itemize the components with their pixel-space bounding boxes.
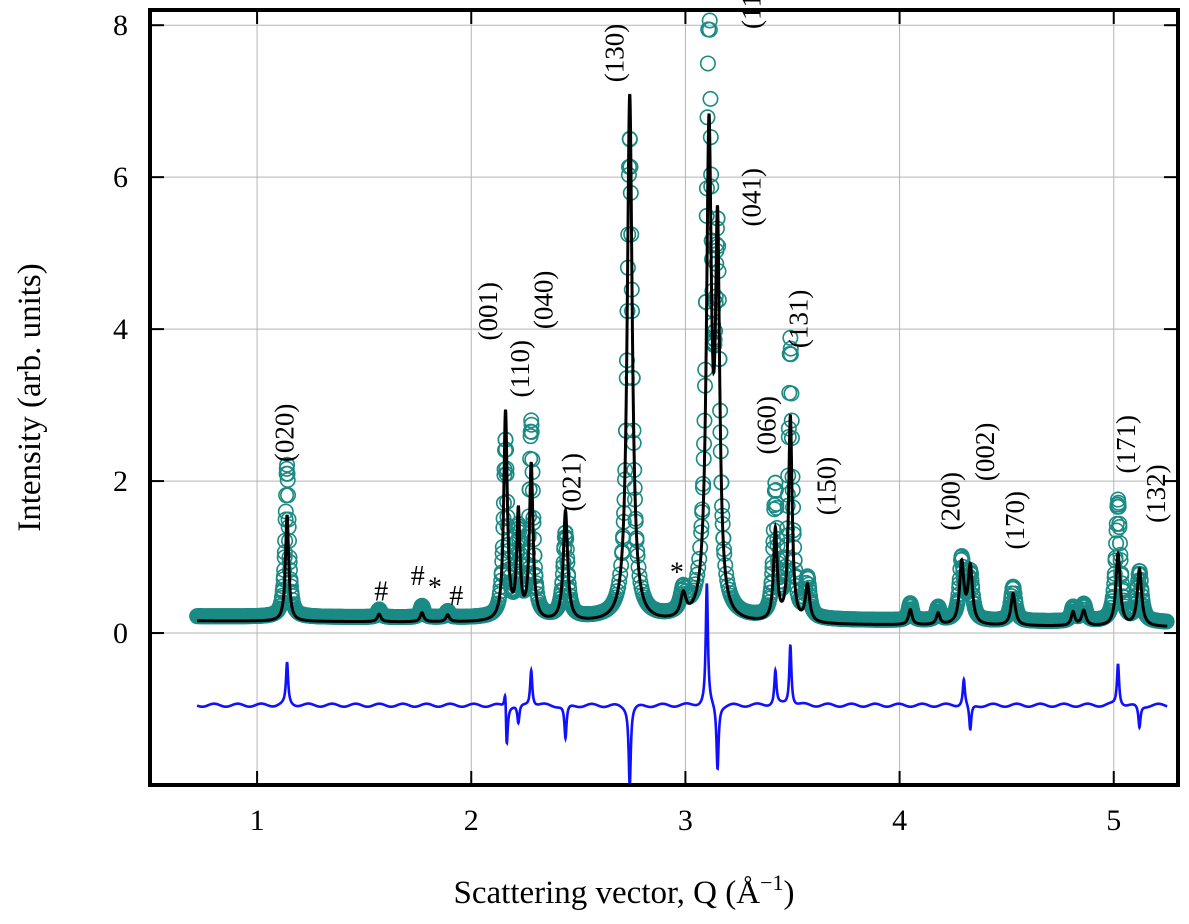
plot-area [189,12,1175,785]
x-axis-label-main: Scattering vector, Q (Å [454,874,761,911]
peak-label: (131) [783,290,813,348]
y-tick-label: 2 [113,465,128,498]
observed-point [1137,606,1154,623]
y-axis-label: Intensity (arb. units) [12,263,48,532]
peak-label: (111) [736,0,766,29]
observed-point [1158,613,1175,630]
observed-point [1011,608,1028,625]
y-tick-label: 8 [113,9,128,42]
peak-label: (020) [269,404,299,462]
observed-point [767,482,784,499]
observed-point [279,456,296,473]
observed-point [1110,491,1127,508]
peak-label: (170) [1000,491,1030,549]
peak-label: (110) [505,340,535,397]
observed-point [782,329,799,346]
observed-point [699,55,716,72]
observed-point [279,465,296,482]
impurity-marker: # [449,581,463,612]
x-tick-label: 4 [892,804,907,837]
peak-label: (041) [736,168,766,226]
observed-point [701,12,718,29]
observed-point [968,604,985,621]
observed-point [782,340,799,357]
calculated-series [197,93,1168,628]
x-tick-label: 2 [464,804,479,837]
impurity-marker: # [374,576,388,607]
peak-label: (132) [1141,464,1171,522]
peak-label: (130) [599,24,629,82]
observed-point [523,416,540,433]
observed-point [783,385,800,402]
peak-label: (040) [529,271,559,329]
peak-label: (021) [556,453,586,511]
axes: 1 2 3 4 5 0 2 4 6 8 [113,9,1178,837]
x-axis-label-superscript: −1 [760,870,783,895]
peak-label: (150) [811,457,841,515]
x-tick-label: 1 [250,804,265,837]
observed-point [782,346,799,363]
observed-point [768,499,785,516]
peak-label: (200) [936,472,966,530]
observed-point [523,423,540,440]
observed-point [702,90,719,107]
y-tick-label: 0 [113,617,128,650]
peak-label: (001) [473,282,503,340]
annotations: (020) (001)(110) (040) (021) (130) (111) (041)… [269,0,1171,612]
observed-point [1111,515,1128,532]
observed-point [767,474,784,491]
observed-point [700,21,717,38]
observed-point [278,460,295,477]
difference-series [196,583,1168,785]
observed-point [523,412,540,429]
x-tick-label: 3 [678,804,693,837]
y-tick-label: 4 [113,313,128,346]
peak-label: (002) [970,423,1000,481]
grid [150,10,1178,785]
observed-point [280,487,297,504]
observed-point [1082,610,1099,627]
impurity-marker: * [670,557,684,588]
peak-label: (060) [751,396,781,454]
x-axis-label: Scattering vector, Q (Å−1) [454,870,795,911]
y-tick-label: 6 [113,161,128,194]
observed-point [1110,498,1127,515]
observed-point [279,471,296,488]
plot-frame [148,8,1180,787]
x-axis-label-close: ) [784,875,795,911]
x-tick-label: 5 [1106,804,1121,837]
impurity-marker: * [428,573,442,604]
impurity-marker: # [411,561,425,592]
peak-label: (171) [1111,415,1141,473]
observed-point [1111,535,1128,552]
